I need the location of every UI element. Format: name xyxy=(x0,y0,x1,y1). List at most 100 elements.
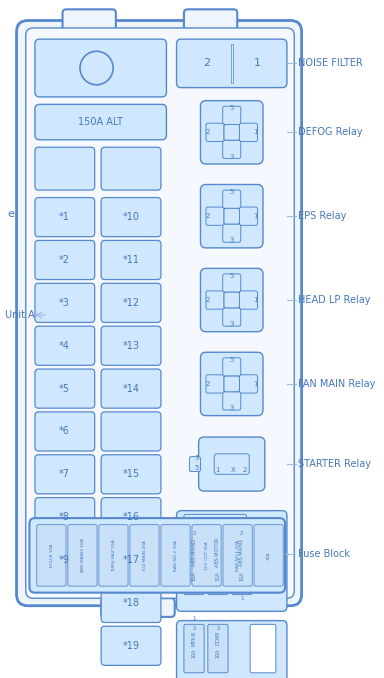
Text: *13: *13 xyxy=(122,341,139,351)
Text: 1: 1 xyxy=(215,466,219,473)
FancyBboxPatch shape xyxy=(208,624,228,673)
FancyBboxPatch shape xyxy=(214,454,249,475)
Text: 1: 1 xyxy=(253,297,258,303)
Text: 1: 1 xyxy=(253,129,258,136)
FancyBboxPatch shape xyxy=(200,353,263,416)
Text: ABS MOTOR: ABS MOTOR xyxy=(215,538,220,567)
Text: *5: *5 xyxy=(59,384,70,394)
FancyBboxPatch shape xyxy=(240,123,258,142)
Text: 2: 2 xyxy=(206,297,210,303)
Text: 10A: 10A xyxy=(192,649,197,658)
Text: 30A: 30A xyxy=(267,551,271,559)
Text: Unit A: Unit A xyxy=(5,310,34,320)
FancyBboxPatch shape xyxy=(101,147,161,190)
FancyBboxPatch shape xyxy=(35,241,95,279)
FancyBboxPatch shape xyxy=(101,540,161,580)
Text: 10A: 10A xyxy=(192,572,197,581)
FancyBboxPatch shape xyxy=(35,197,95,237)
FancyBboxPatch shape xyxy=(37,525,66,586)
Text: 2: 2 xyxy=(240,532,243,536)
Text: ABS MAIN3 10A: ABS MAIN3 10A xyxy=(81,538,85,572)
FancyBboxPatch shape xyxy=(223,358,241,376)
Text: 1: 1 xyxy=(240,596,243,601)
FancyBboxPatch shape xyxy=(161,525,190,586)
Text: *16: *16 xyxy=(122,512,139,522)
Text: 5: 5 xyxy=(230,189,234,195)
Text: *19: *19 xyxy=(122,641,139,651)
FancyBboxPatch shape xyxy=(177,39,287,87)
Text: D/C CUT 30A: D/C CUT 30A xyxy=(205,542,209,570)
Text: *14: *14 xyxy=(122,384,139,394)
Text: IG2 MAIN 20A: IG2 MAIN 20A xyxy=(143,540,147,570)
Text: *10: *10 xyxy=(122,212,139,222)
Text: 10A: 10A xyxy=(215,649,220,658)
FancyBboxPatch shape xyxy=(184,515,247,523)
Text: *12: *12 xyxy=(122,298,140,308)
FancyBboxPatch shape xyxy=(63,9,116,30)
Text: TURN-HAZ 15A: TURN-HAZ 15A xyxy=(112,539,116,572)
Text: 3: 3 xyxy=(195,456,199,462)
FancyBboxPatch shape xyxy=(35,326,95,365)
FancyBboxPatch shape xyxy=(240,375,258,393)
Text: 3: 3 xyxy=(230,237,234,243)
Text: 2: 2 xyxy=(216,626,220,631)
Text: STARTER Relay: STARTER Relay xyxy=(298,459,371,469)
Text: 1: 1 xyxy=(253,58,261,68)
FancyBboxPatch shape xyxy=(101,583,161,622)
Text: 10A: 10A xyxy=(239,572,244,581)
Text: NOISE FILTER: NOISE FILTER xyxy=(298,58,363,68)
FancyBboxPatch shape xyxy=(206,123,224,142)
FancyBboxPatch shape xyxy=(200,268,263,332)
FancyBboxPatch shape xyxy=(30,518,285,593)
FancyBboxPatch shape xyxy=(101,369,161,408)
FancyBboxPatch shape xyxy=(223,525,252,586)
Text: *15: *15 xyxy=(122,469,140,479)
FancyBboxPatch shape xyxy=(101,455,161,494)
Text: RAD NO.1 20A: RAD NO.1 20A xyxy=(236,540,240,571)
Text: 3: 3 xyxy=(230,405,234,411)
Text: ECU-B 10A: ECU-B 10A xyxy=(50,544,54,567)
FancyBboxPatch shape xyxy=(101,283,161,323)
Text: 3: 3 xyxy=(230,321,234,327)
FancyBboxPatch shape xyxy=(177,511,287,612)
FancyBboxPatch shape xyxy=(208,530,228,595)
Text: ABS MAIN2: ABS MAIN2 xyxy=(192,538,197,565)
Text: 5: 5 xyxy=(195,465,199,471)
Text: 2: 2 xyxy=(192,626,196,631)
FancyBboxPatch shape xyxy=(224,376,240,392)
Text: *2: *2 xyxy=(59,255,70,265)
FancyBboxPatch shape xyxy=(35,104,166,140)
FancyBboxPatch shape xyxy=(101,326,161,365)
FancyBboxPatch shape xyxy=(223,308,241,326)
FancyBboxPatch shape xyxy=(224,208,240,224)
Text: *1: *1 xyxy=(59,212,70,222)
Text: 2: 2 xyxy=(206,129,210,136)
Text: *8: *8 xyxy=(59,512,70,522)
FancyBboxPatch shape xyxy=(101,498,161,537)
FancyBboxPatch shape xyxy=(254,525,283,586)
Text: 5: 5 xyxy=(230,357,234,363)
Text: RAD NO.2 20A: RAD NO.2 20A xyxy=(174,540,178,571)
FancyBboxPatch shape xyxy=(35,369,95,408)
FancyBboxPatch shape xyxy=(35,498,95,537)
FancyBboxPatch shape xyxy=(35,455,95,494)
FancyBboxPatch shape xyxy=(223,190,241,208)
FancyBboxPatch shape xyxy=(189,456,200,471)
Text: *18: *18 xyxy=(122,598,139,608)
FancyBboxPatch shape xyxy=(184,624,204,673)
FancyBboxPatch shape xyxy=(200,184,263,248)
Text: EPS Relay: EPS Relay xyxy=(298,211,346,221)
Text: 2: 2 xyxy=(192,532,196,536)
Text: *7: *7 xyxy=(59,469,70,479)
FancyBboxPatch shape xyxy=(35,147,95,190)
Text: 5: 5 xyxy=(230,105,234,111)
Text: 1: 1 xyxy=(253,381,258,387)
FancyBboxPatch shape xyxy=(35,540,95,580)
Text: HEAD LP Relay: HEAD LP Relay xyxy=(298,295,371,305)
FancyBboxPatch shape xyxy=(177,620,287,678)
FancyBboxPatch shape xyxy=(200,100,263,164)
FancyBboxPatch shape xyxy=(184,9,237,30)
FancyBboxPatch shape xyxy=(224,125,240,140)
Text: 1: 1 xyxy=(253,213,258,219)
FancyBboxPatch shape xyxy=(223,140,241,159)
